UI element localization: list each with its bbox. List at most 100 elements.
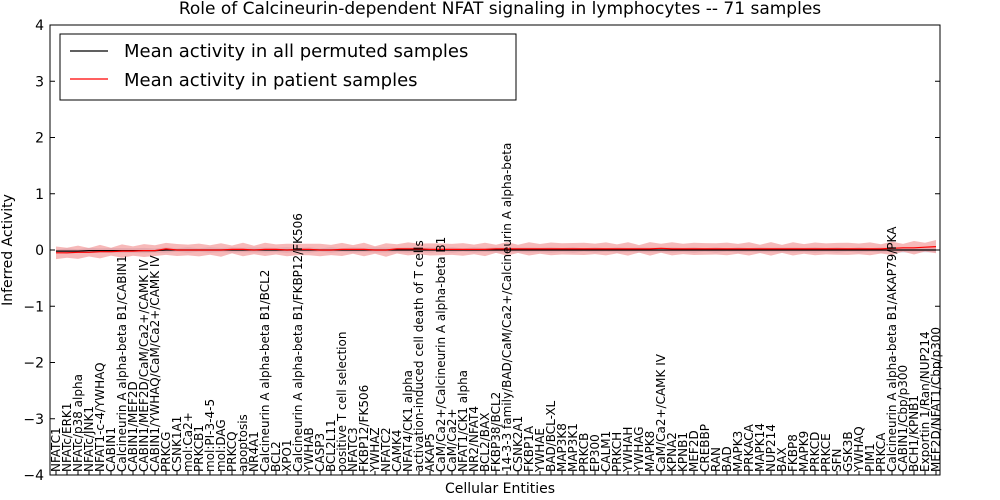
- x-tick-label: MAPK14: [753, 423, 767, 472]
- x-tick-label: mol:PI-3-4-5: [203, 399, 217, 472]
- y-tick-label: −2: [23, 356, 44, 372]
- y-tick-label: −1: [23, 299, 44, 315]
- x-tick-label: EP300: [588, 434, 602, 472]
- x-tick-label: apoptosis: [236, 414, 250, 472]
- x-tick-label: NR2/NFAT4: [467, 406, 481, 472]
- x-tick-label: PRKCB: [577, 433, 591, 472]
- x-tick-label: activation-induced cell death of T cells: [412, 240, 426, 472]
- y-axis: −4 −3 −2 −1 0 1 2 3 4: [23, 18, 940, 484]
- x-tick-label: PRKACA: [742, 423, 756, 472]
- x-tick-label: CABIN1/YWHAQ/CaM/Ca2+/CAMK IV: [148, 255, 162, 472]
- x-tick-label: BAX: [775, 447, 789, 472]
- x-tick-label: PRKCH: [610, 432, 624, 472]
- x-tick-label: CASP3: [313, 433, 327, 472]
- x-tick-label: NUP214: [764, 424, 778, 472]
- x-tick-label: KPNA2: [665, 432, 679, 472]
- x-tick-label: 14-3-3 family/BAD/CaM/Ca2+/Calcineurin A…: [500, 143, 514, 472]
- x-tick-label: CABIN1/MEF2D/CaM/Ca2+/CAMK IV: [137, 258, 151, 472]
- x-tick-label: CaM/Ca2+/Calcineurin A alpha-beta B1: [434, 237, 448, 472]
- x-tick-label: YWHAH: [621, 427, 635, 473]
- chart-title: Role of Calcineurin-dependent NFAT signa…: [179, 0, 821, 19]
- x-tick-label: GSK3B: [841, 431, 855, 472]
- x-tick-label: MAPK3: [731, 431, 745, 472]
- x-tick-label: BAD: [720, 446, 734, 472]
- x-tick-label: Calcineurin A alpha-beta B1/BCL2: [258, 270, 272, 472]
- x-tick-label: PRKCQ: [225, 431, 239, 472]
- x-tick-label: PRKCG: [159, 432, 173, 472]
- x-tick-label: PRKCD: [808, 432, 822, 472]
- x-tick-label: CREBBP: [698, 424, 712, 472]
- x-tick-label: NFATC2: [379, 427, 393, 472]
- x-tick-label: CALM1: [599, 431, 613, 472]
- x-tick-label: YWHAB: [302, 427, 316, 473]
- x-tick-label: NFAT1-c-4/YWHAQ: [93, 362, 107, 472]
- x-tick-label: mol:Ca2+: [181, 412, 195, 472]
- x-tick-label: NFAT4/CK1 alpha: [401, 370, 415, 472]
- x-tick-label: NR4A1: [247, 431, 261, 472]
- y-tick-label: 2: [35, 131, 44, 147]
- x-tick-label: CABIN1: [104, 427, 118, 472]
- y-tick-label: 4: [35, 18, 44, 34]
- legend: Mean activity in all permuted samples Me…: [59, 33, 517, 101]
- x-tick-label: positive T cell selection: [335, 332, 349, 472]
- x-tick-label: CABIN1/MEF2D: [126, 381, 140, 472]
- x-tick-label: YWHAG: [632, 426, 646, 473]
- x-tick-label: CSNK1A1: [170, 416, 184, 472]
- x-tick-label: FKBP12/FK506: [357, 385, 371, 472]
- x-tick-label: FKBP1A: [522, 425, 536, 472]
- x-tick-label: PRKCB1: [192, 425, 206, 472]
- series-line-patient: [56, 246, 937, 254]
- x-axis-label: Cellular Entities: [445, 481, 555, 497]
- x-tick-label: Calcineurin A alpha-beta B1/CABIN1: [115, 255, 129, 472]
- x-tick-label: MAPK9: [797, 431, 811, 472]
- legend-label-patient: Mean activity in patient samples: [124, 70, 418, 91]
- x-tick-label: Calcineurin A alpha-beta B1/AKAP79/PKA: [885, 226, 899, 472]
- x-tick-label: NFATc/p38 alpha: [71, 374, 85, 472]
- y-tick-label: −3: [23, 412, 44, 428]
- x-tick-label: PIM1: [863, 443, 877, 472]
- y-tick-label: 3: [35, 74, 44, 90]
- x-tick-label: YWHAZ: [368, 427, 382, 473]
- x-tick-label: NFATc/JNK1: [82, 406, 96, 472]
- x-tick-label: SFN: [830, 449, 844, 473]
- x-tick-label: Exportin 1/Ran/NUP214: [918, 331, 932, 472]
- x-tick-label: RAN: [709, 447, 723, 472]
- x-tick-label: NFATC3: [346, 427, 360, 472]
- x-tick-label: MAP3K8: [555, 423, 569, 472]
- x-tick-label: XPO1: [280, 439, 294, 472]
- x-tick-label: YWHAQ: [852, 426, 866, 473]
- x-tick-label: MAPK8: [643, 431, 657, 472]
- x-tick-label: BCL2/BAX: [478, 413, 492, 472]
- x-tick-label: PRKCA: [874, 432, 888, 472]
- x-tick-label: MEF2D: [687, 430, 701, 472]
- series-lines: [56, 246, 937, 254]
- x-tick-label: BCH1/KPNB1: [907, 395, 921, 472]
- x-tick-label: KPNB1: [676, 432, 690, 472]
- x-tick-label: CaM/Ca2+: [445, 408, 459, 472]
- x-tick-label: mol:DAG: [214, 419, 228, 472]
- x-tick-label: CaM/Ca2+/CAMK IV: [654, 353, 668, 472]
- legend-box: [59, 33, 517, 101]
- x-tick-label: MEF2D/NFAT1/Cbp/p300: [929, 327, 943, 472]
- x-tick-label: FKBP8: [786, 434, 800, 472]
- x-tick-label: CSNK2A1: [511, 416, 525, 472]
- y-axis-label: Inferred Activity: [0, 194, 16, 306]
- x-tick-label: CAMK4: [390, 430, 404, 472]
- y-tick-label: −4: [23, 468, 44, 484]
- x-tick-label: NFATC1: [49, 427, 63, 472]
- legend-label-permuted: Mean activity in all permuted samples: [124, 41, 468, 62]
- x-tick-label: BCL2L11: [324, 419, 338, 472]
- x-tick-label: FKBP38/BCL2: [489, 392, 503, 472]
- x-tick-label: Calcineurin A alpha-beta B1/FKBP12/FK506: [291, 213, 305, 472]
- y-tick-label: 0: [35, 243, 44, 259]
- x-tick-label: AKAP5: [423, 433, 437, 472]
- x-tick-label: CABIN1/Cbp/p300: [896, 365, 910, 472]
- x-tick-label: YWHAE: [533, 428, 547, 473]
- x-tick-label: PRKCE: [819, 433, 833, 472]
- x-tick-label: MAP3K1: [566, 423, 580, 472]
- x-tick-label: BCL2: [269, 441, 283, 472]
- x-tick-label: NFAT1/CK1 alpha: [456, 370, 470, 472]
- x-tick-label: BAD/BCL-XL: [544, 400, 558, 472]
